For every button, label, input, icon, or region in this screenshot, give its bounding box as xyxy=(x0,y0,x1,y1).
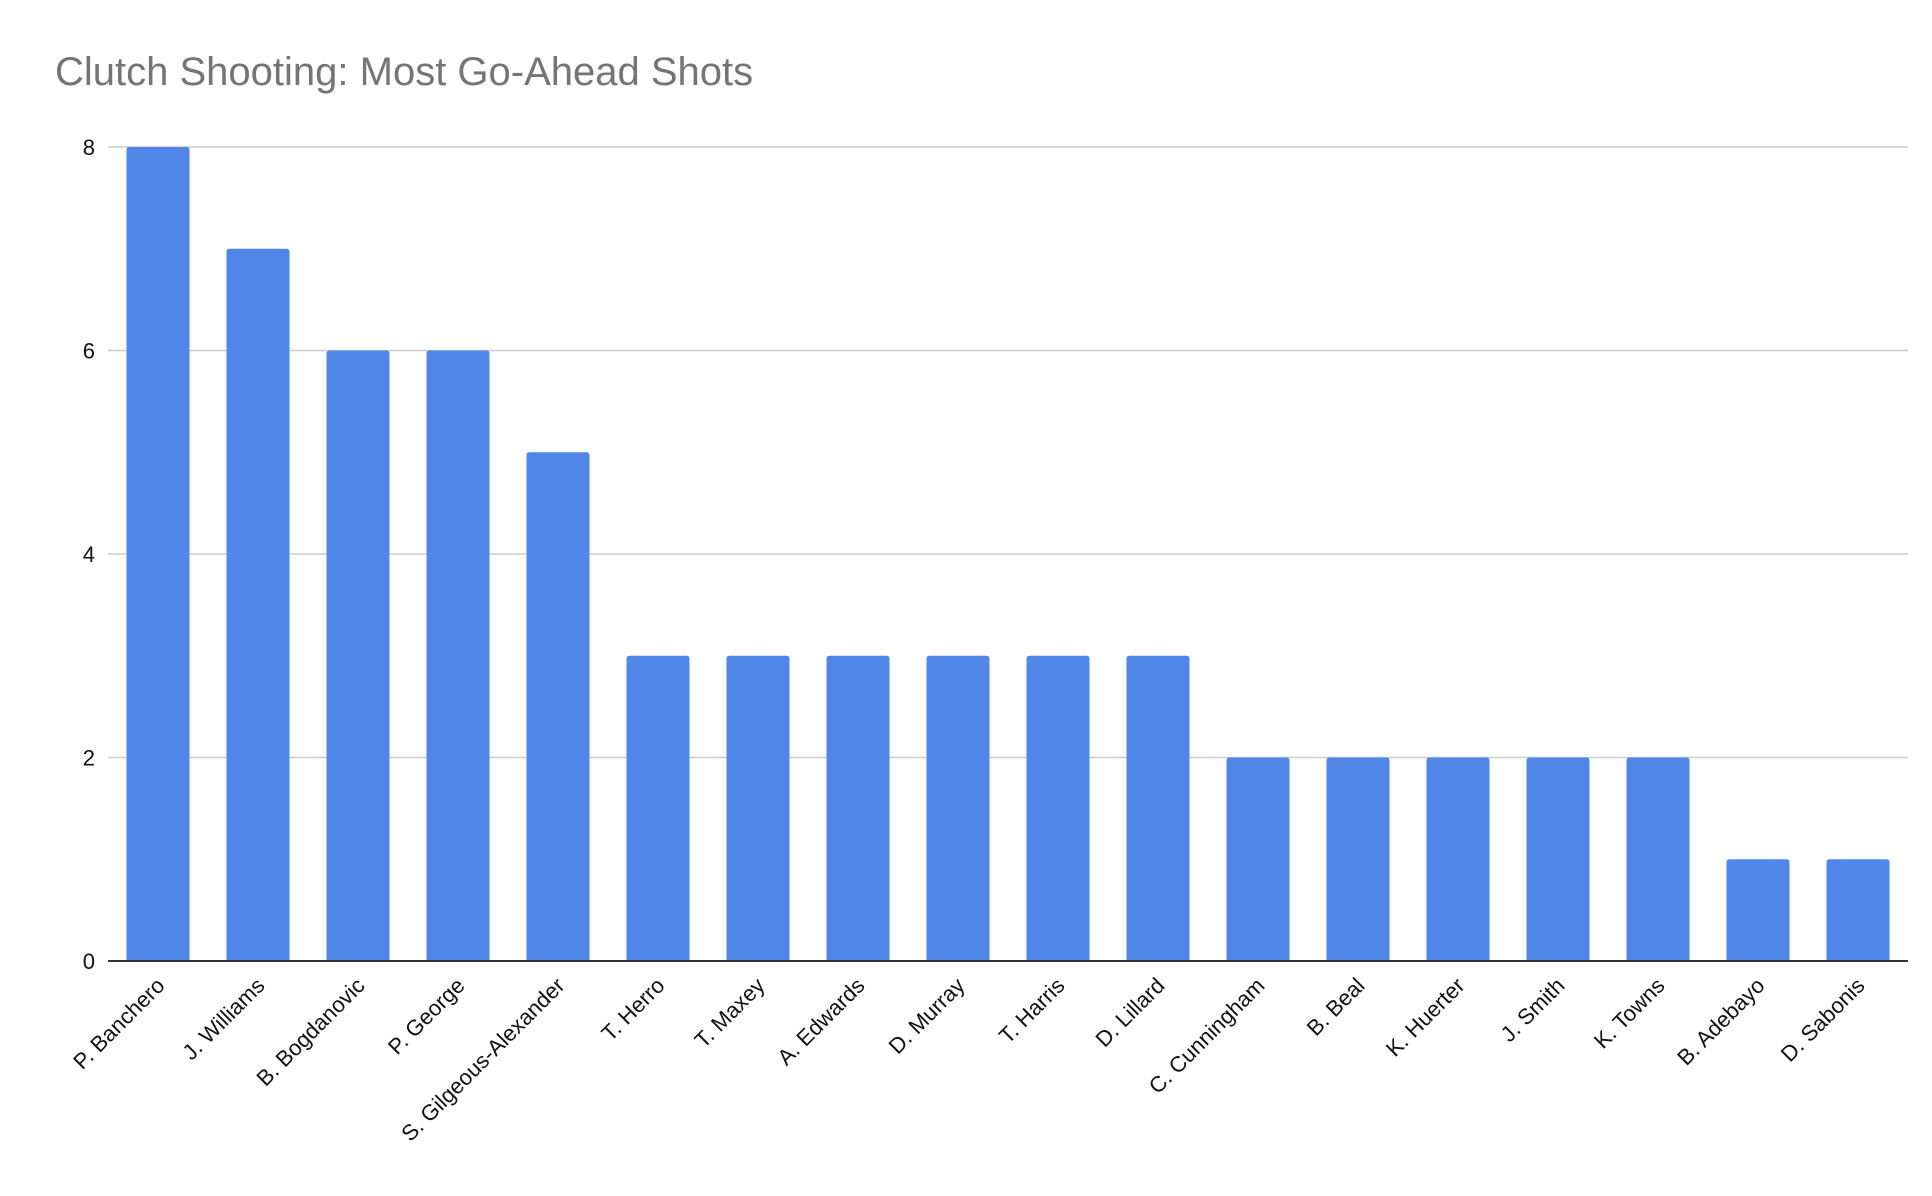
bar xyxy=(1326,757,1390,961)
bar xyxy=(326,350,390,961)
y-axis: 0 2 4 6 8 xyxy=(83,135,95,974)
y-tick-label: 0 xyxy=(83,949,95,974)
x-tick-label: A. Edwards xyxy=(772,973,869,1070)
bar xyxy=(626,655,690,961)
x-tick-label: D. Murray xyxy=(884,973,970,1059)
y-tick-label: 2 xyxy=(83,746,95,771)
x-tick-label: B. Adebayo xyxy=(1672,973,1769,1070)
x-tick-label: P. Banchero xyxy=(68,973,169,1074)
bar xyxy=(1126,655,1190,961)
x-tick-label: D. Lillard xyxy=(1090,973,1169,1052)
x-tick-label: S. Gilgeous-Alexander xyxy=(396,973,569,1146)
x-tick-label: T. Harris xyxy=(994,973,1070,1049)
bar xyxy=(126,147,190,961)
y-tick-label: 8 xyxy=(83,135,95,160)
x-tick-label: K. Huerter xyxy=(1381,973,1470,1062)
bar xyxy=(926,655,990,961)
bar xyxy=(1726,859,1790,961)
x-tick-label: T. Maxey xyxy=(690,973,770,1053)
x-tick-label: T. Herro xyxy=(597,973,670,1046)
bar xyxy=(1526,757,1590,961)
bar xyxy=(726,655,790,961)
bar xyxy=(426,350,490,961)
x-tick-label: P. George xyxy=(383,973,470,1060)
x-tick-label: B. Beal xyxy=(1302,973,1370,1041)
chart-title: Clutch Shooting: Most Go-Ahead Shots xyxy=(55,50,753,94)
bar xyxy=(226,248,290,961)
x-tick-label: J. Smith xyxy=(1496,973,1570,1047)
x-tick-label: K. Towns xyxy=(1589,973,1670,1054)
y-tick-label: 6 xyxy=(83,339,95,364)
y-tick-label: 4 xyxy=(83,542,95,567)
x-tick-label: J. Williams xyxy=(178,973,270,1065)
bar xyxy=(1826,859,1890,961)
x-tick-label: D. Sabonis xyxy=(1776,973,1870,1067)
bar xyxy=(526,452,590,961)
bar xyxy=(1626,757,1690,961)
bar xyxy=(826,655,890,961)
bars xyxy=(126,147,1890,961)
bar xyxy=(1026,655,1090,961)
bar xyxy=(1426,757,1490,961)
gridlines xyxy=(108,146,1908,759)
bar xyxy=(1226,757,1290,961)
